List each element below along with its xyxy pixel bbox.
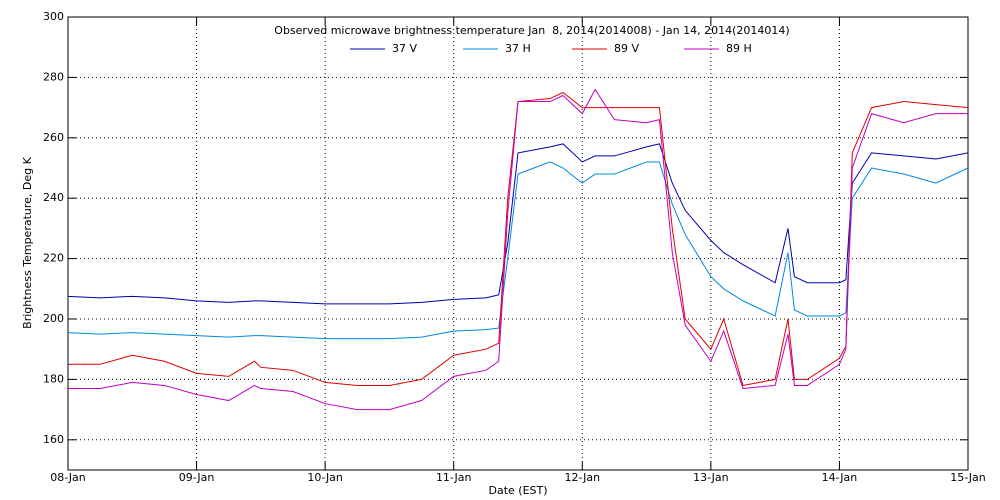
x-tick-label: 09-Jan [179, 471, 215, 484]
plot-frame [67, 16, 969, 471]
x-tick-label: 13-Jan [693, 471, 729, 484]
legend-label: 89 V [614, 42, 639, 55]
series-line [68, 91, 969, 387]
y-tick-label: 260 [43, 131, 64, 144]
legend-label: 37 H [505, 42, 531, 55]
x-tick-label: 14-Jan [822, 471, 858, 484]
x-tick-label: 11-Jan [436, 471, 472, 484]
legend-label: 89 H [726, 42, 752, 55]
y-tick-label: 240 [43, 191, 64, 204]
x-tick-label: 10-Jan [307, 471, 343, 484]
y-tick-label: 160 [43, 433, 64, 446]
series-line [67, 143, 969, 305]
legend-label: 37 V [392, 42, 417, 55]
y-tick-label: 280 [43, 70, 64, 83]
y-tick-label: 200 [43, 312, 64, 325]
chart-title: Observed microwave brightness temperatur… [274, 24, 789, 37]
x-tick-label: 08-Jan [50, 471, 86, 484]
x-tick-label: 12-Jan [565, 471, 601, 484]
y-tick-label: 180 [43, 372, 64, 385]
y-tick-label: 300 [43, 10, 64, 23]
x-axis-label: Date (EST) [488, 484, 547, 497]
series-line [67, 161, 969, 340]
x-tick-label: 15-Jan [950, 471, 986, 484]
y-tick-label: 220 [43, 252, 64, 265]
series-line [68, 88, 968, 411]
y-axis-label: Brightness Temperature, Deg K [21, 156, 34, 328]
